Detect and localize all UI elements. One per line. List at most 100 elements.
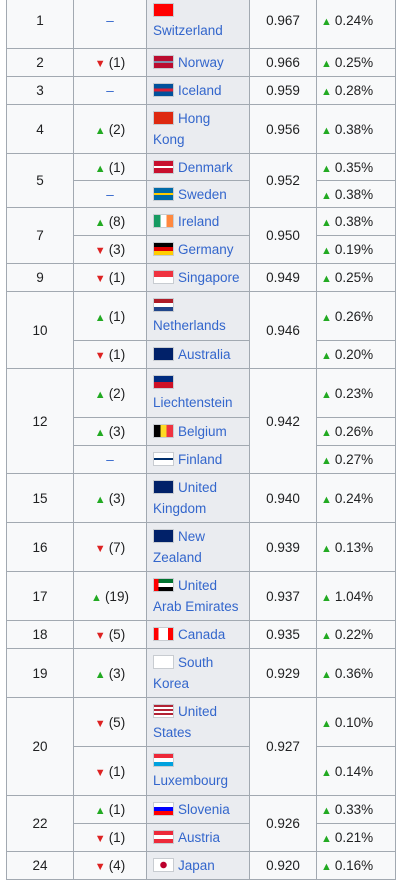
- growth-cell: ▲ 0.13%: [316, 522, 396, 572]
- country-link[interactable]: Denmark: [178, 159, 233, 175]
- rank-change-value: (4): [108, 858, 126, 873]
- rank-cell: 12: [6, 368, 74, 474]
- country-cell: Canada: [146, 620, 250, 649]
- growth-cell: ▲ 0.24%: [316, 0, 396, 49]
- country-cell: Denmark: [146, 153, 250, 181]
- hdi-score-cell: 0.926: [249, 795, 317, 852]
- country-link[interactable]: Germany: [178, 242, 234, 257]
- country-link[interactable]: Hong Kong: [153, 111, 211, 147]
- country-link[interactable]: Liechtenstein: [153, 395, 233, 410]
- growth-value: 0.24%: [334, 490, 374, 506]
- country-link[interactable]: Canada: [178, 627, 226, 642]
- country-link[interactable]: Sweden: [178, 186, 227, 202]
- rank-change-value: (1): [108, 802, 126, 817]
- country-cell: Sweden: [146, 180, 250, 208]
- hdi-score-cell: 0.949: [249, 263, 317, 292]
- up-arrow-icon: ▲: [321, 86, 332, 98]
- rank-change-value: (1): [108, 830, 126, 845]
- up-arrow-icon: ▲: [321, 542, 332, 555]
- country-link[interactable]: Netherlands: [153, 318, 226, 333]
- growth-cell: ▲ 0.10%: [316, 697, 396, 747]
- up-arrow-icon: ▲: [94, 388, 106, 401]
- growth-cell: ▲ 0.14%: [316, 746, 396, 796]
- up-arrow-icon: ▲: [321, 16, 332, 28]
- flag-icon-ie: [153, 214, 174, 228]
- flag-icon-jp: [153, 858, 174, 872]
- table-row: 17 ▲ (19) United Arab Emirates 0.937 ▲ 1.04%: [6, 571, 396, 621]
- table-body: 1– Switzerland 0.967 ▲ 0.24% 2 ▼ (1) Norway 0.966…: [6, 0, 396, 880]
- down-arrow-icon: ▼: [94, 542, 106, 555]
- country-link[interactable]: Luxembourg: [153, 773, 229, 788]
- rank-change-value: (2): [108, 385, 126, 401]
- growth-value: 0.26%: [334, 424, 374, 439]
- country-link[interactable]: Ireland: [178, 214, 220, 229]
- country-link[interactable]: Iceland: [178, 83, 222, 98]
- country-link[interactable]: South Korea: [153, 655, 214, 691]
- country-link[interactable]: Japan: [178, 858, 215, 873]
- flag-icon-no: [153, 55, 174, 69]
- hdi-ranking-table: 1– Switzerland 0.967 ▲ 0.24% 2 ▼ (1) Norway 0.966…: [6, 0, 396, 880]
- country-link[interactable]: Austria: [178, 830, 221, 845]
- rank-change-cell: ▲ (19): [73, 571, 147, 621]
- up-arrow-icon: ▲: [321, 805, 332, 817]
- hdi-score-cell: 0.940: [249, 473, 317, 523]
- up-arrow-icon: ▲: [94, 217, 106, 229]
- country-link[interactable]: Singapore: [178, 270, 240, 285]
- rank-change-cell: ▼ (4): [73, 851, 147, 880]
- growth-cell: ▲ 0.19%: [316, 235, 396, 264]
- country-cell: United Arab Emirates: [146, 571, 250, 621]
- country-cell: Luxembourg: [146, 746, 250, 796]
- flag-icon-us: [153, 704, 174, 718]
- up-arrow-icon: ▲: [321, 189, 332, 202]
- country-link[interactable]: Slovenia: [178, 802, 230, 817]
- country-cell: Slovenia: [146, 795, 250, 824]
- flag-icon-at: [153, 830, 174, 844]
- up-arrow-icon: ▲: [321, 861, 332, 873]
- table-row: 10 ▲ (1) Netherlands 0.946 ▲ 0.26%: [6, 291, 396, 369]
- up-arrow-icon: ▲: [321, 833, 332, 845]
- hdi-score-cell: 0.920: [249, 851, 317, 880]
- rank-change-value: (2): [108, 121, 126, 137]
- growth-value: 0.21%: [334, 830, 374, 845]
- country-link[interactable]: Norway: [178, 55, 224, 70]
- rank-change-cell: ▼ (1): [73, 48, 147, 77]
- country-link[interactable]: United Kingdom: [153, 480, 218, 516]
- country-link[interactable]: Australia: [178, 347, 231, 362]
- up-arrow-icon: ▲: [321, 311, 332, 324]
- up-arrow-icon: ▲: [321, 455, 332, 467]
- up-arrow-icon: ▲: [94, 427, 106, 439]
- hdi-score-cell: 0.950: [249, 207, 317, 264]
- rank-change-cell: ▼ (1): [73, 823, 147, 852]
- country-link[interactable]: New Zealand: [153, 529, 206, 565]
- up-arrow-icon: ▲: [94, 311, 106, 324]
- hdi-score-cell: 0.937: [249, 571, 317, 621]
- rank-cell: 20: [6, 697, 74, 796]
- table-row: 19 ▲ (3) South Korea 0.929 ▲ 0.36%: [6, 648, 396, 698]
- country-link[interactable]: United States: [153, 704, 218, 740]
- growth-cell: ▲ 0.33%: [316, 795, 396, 824]
- down-arrow-icon: ▼: [94, 717, 106, 730]
- growth-cell: ▲ 0.16%: [316, 851, 396, 880]
- country-link[interactable]: Switzerland: [153, 22, 223, 38]
- country-link[interactable]: Belgium: [178, 424, 227, 439]
- rank-change-cell: ▼ (5): [73, 620, 147, 649]
- table-row: 22 ▲ (1) Slovenia 0.926 ▲ 0.33%: [6, 795, 396, 852]
- rank-change-cell: ▼ (1): [73, 340, 147, 369]
- country-cell: Germany: [146, 235, 250, 264]
- rank-cell: 22: [6, 795, 74, 852]
- flag-icon-au: [153, 347, 174, 361]
- growth-cell: ▲ 0.38%: [316, 104, 396, 154]
- table-row: 15 ▲ (3) United Kingdom 0.940 ▲ 0.24%: [6, 473, 396, 523]
- up-arrow-icon: ▲: [321, 273, 332, 285]
- table-row: ▼ (1) Australia ▲ 0.20%: [7, 340, 396, 369]
- flag-icon-fi: [153, 452, 174, 466]
- growth-value: 0.19%: [334, 242, 374, 257]
- country-link[interactable]: Finland: [178, 452, 223, 467]
- growth-cell: ▲ 0.28%: [316, 76, 396, 105]
- no-change-icon: –: [106, 83, 114, 98]
- growth-value: 0.38%: [334, 121, 374, 137]
- growth-cell: ▲ 0.26%: [316, 291, 396, 341]
- rank-change-cell: ▼ (3): [73, 235, 147, 264]
- country-link[interactable]: United Arab Emirates: [153, 578, 239, 614]
- flag-icon-de: [153, 242, 174, 256]
